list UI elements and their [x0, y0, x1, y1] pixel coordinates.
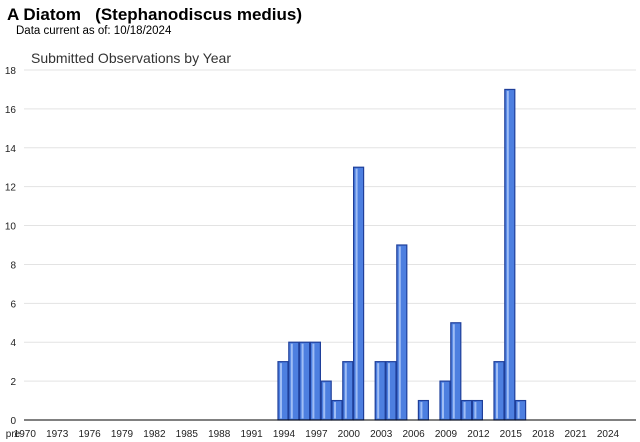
bar-highlight	[355, 168, 358, 419]
bar-1997[interactable]	[309, 341, 321, 421]
bar-2001[interactable]	[353, 166, 365, 421]
x-tick-label: 1991	[240, 429, 263, 440]
bar-highlight	[517, 402, 520, 419]
bar-highlight	[506, 90, 509, 419]
bar-1994[interactable]	[277, 361, 289, 421]
bar-highlight	[290, 343, 293, 419]
x-tick-label: 2009	[435, 429, 458, 440]
bar-2010[interactable]	[450, 322, 462, 421]
bar-1996[interactable]	[299, 341, 311, 421]
y-tick-label: 4	[10, 338, 16, 349]
bar-2011[interactable]	[461, 399, 473, 421]
x-tick-label: 2006	[402, 429, 425, 440]
bar-highlight	[344, 363, 347, 419]
bar-highlight	[280, 363, 282, 419]
x-tick-label: 2024	[597, 429, 620, 440]
x-tick-label: 1973	[46, 429, 69, 440]
bar-2009[interactable]	[439, 380, 451, 421]
bar-1998[interactable]	[320, 380, 332, 421]
bar-1995[interactable]	[288, 341, 300, 421]
bar-highlight	[442, 382, 444, 419]
y-tick-label: 16	[5, 105, 17, 116]
bar-2004[interactable]	[385, 361, 397, 421]
bar-highlight	[474, 402, 477, 419]
x-tick-label: 2021	[564, 429, 587, 440]
y-tick-label: 18	[5, 66, 17, 77]
chart-title: Submitted Observations by Year	[31, 50, 231, 66]
bar-2007[interactable]	[417, 399, 429, 421]
bar-highlight	[377, 363, 380, 419]
page-title: A Diatom (Stephanodiscus medius)	[7, 5, 303, 24]
x-tick-label: 1982	[143, 429, 166, 440]
y-tick-label: 6	[10, 299, 16, 310]
bar-highlight	[388, 363, 390, 419]
x-tick-label: 2003	[370, 429, 393, 440]
x-tick-label: 1997	[305, 429, 328, 440]
y-tick-label: 14	[5, 144, 17, 155]
bar-highlight	[420, 402, 423, 419]
x-tick-label: 1979	[111, 429, 134, 440]
y-tick-label: 2	[10, 377, 16, 388]
x-tick-label: 2018	[532, 429, 555, 440]
x-tick-label: 2015	[500, 429, 523, 440]
x-tick-label: 2012	[467, 429, 490, 440]
x-tick-label: 1988	[208, 429, 231, 440]
bar-highlight	[301, 343, 304, 419]
bar-2016[interactable]	[514, 399, 527, 421]
bar-2005[interactable]	[396, 244, 408, 421]
data-date-subtitle: Data current as of: 10/18/2024	[16, 25, 172, 37]
bar-highlight	[323, 382, 326, 419]
x-tick-label: 1985	[176, 429, 199, 440]
bar-highlight	[452, 324, 455, 419]
x-tick-label: pre	[6, 429, 21, 440]
bar-2012[interactable]	[471, 399, 483, 421]
x-tick-label: 1994	[273, 429, 296, 440]
bar-2014[interactable]	[493, 361, 505, 421]
bar-highlight	[496, 363, 498, 419]
y-tick-label: 0	[10, 416, 16, 427]
bar-2015[interactable]	[504, 88, 516, 421]
bar-1999[interactable]	[331, 399, 343, 421]
bar-2003[interactable]	[374, 361, 386, 421]
y-tick-label: 12	[5, 183, 17, 194]
x-tick-label: 1970	[14, 429, 37, 440]
x-tick-label: 2000	[338, 429, 361, 440]
bar-highlight	[312, 343, 315, 419]
bar-2000[interactable]	[342, 361, 354, 421]
y-tick-label: 8	[10, 260, 16, 271]
y-tick-label: 10	[5, 222, 17, 233]
bar-highlight	[334, 402, 336, 419]
bar-highlight	[398, 246, 401, 419]
bar-highlight	[463, 402, 466, 419]
x-tick-label: 1976	[78, 429, 101, 440]
